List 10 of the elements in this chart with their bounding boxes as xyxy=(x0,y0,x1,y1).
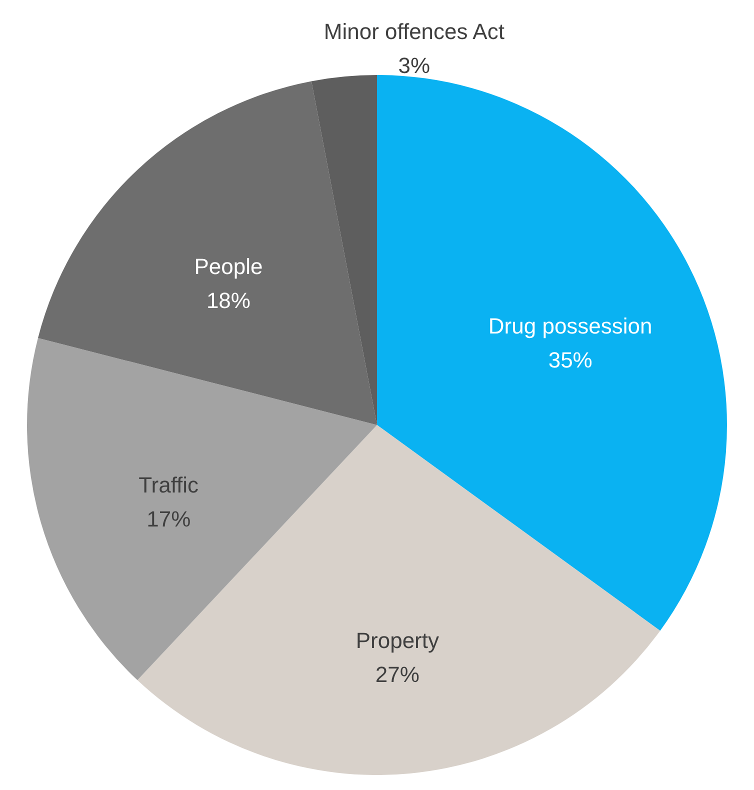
slice-label: People xyxy=(194,254,263,279)
slice-label: Drug possession xyxy=(488,313,652,338)
data-label: 3% xyxy=(398,52,430,78)
slice-label: Traffic xyxy=(138,472,199,498)
data-label: 27% xyxy=(375,662,420,688)
slice-label: Minor offences Act xyxy=(324,18,504,44)
data-label: 17% xyxy=(146,506,191,532)
data-label: 35% xyxy=(548,347,592,372)
slice-label: Property xyxy=(356,628,439,654)
data-label: 18% xyxy=(206,288,250,313)
